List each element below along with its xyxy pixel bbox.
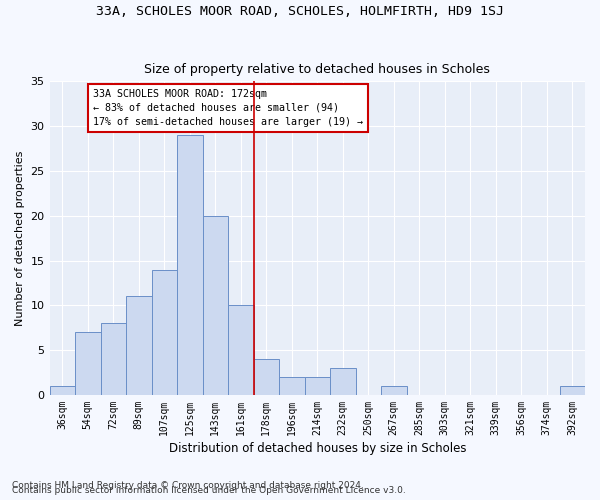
Bar	[279, 377, 305, 395]
Title: Size of property relative to detached houses in Scholes: Size of property relative to detached ho…	[145, 63, 490, 76]
Bar	[330, 368, 356, 395]
Bar	[305, 377, 330, 395]
Bar	[381, 386, 407, 395]
Text: 33A, SCHOLES MOOR ROAD, SCHOLES, HOLMFIRTH, HD9 1SJ: 33A, SCHOLES MOOR ROAD, SCHOLES, HOLMFIR…	[96, 5, 504, 18]
Bar	[50, 386, 75, 395]
Bar	[152, 270, 177, 395]
Bar	[228, 306, 254, 395]
Bar	[126, 296, 152, 395]
Bar	[203, 216, 228, 395]
Bar	[75, 332, 101, 395]
Bar	[101, 324, 126, 395]
Bar	[177, 135, 203, 395]
Bar	[560, 386, 585, 395]
Text: Contains HM Land Registry data © Crown copyright and database right 2024.: Contains HM Land Registry data © Crown c…	[12, 481, 364, 490]
Y-axis label: Number of detached properties: Number of detached properties	[15, 150, 25, 326]
Text: Contains public sector information licensed under the Open Government Licence v3: Contains public sector information licen…	[12, 486, 406, 495]
X-axis label: Distribution of detached houses by size in Scholes: Distribution of detached houses by size …	[169, 442, 466, 455]
Bar	[254, 359, 279, 395]
Text: 33A SCHOLES MOOR ROAD: 172sqm
← 83% of detached houses are smaller (94)
17% of s: 33A SCHOLES MOOR ROAD: 172sqm ← 83% of d…	[93, 88, 363, 126]
